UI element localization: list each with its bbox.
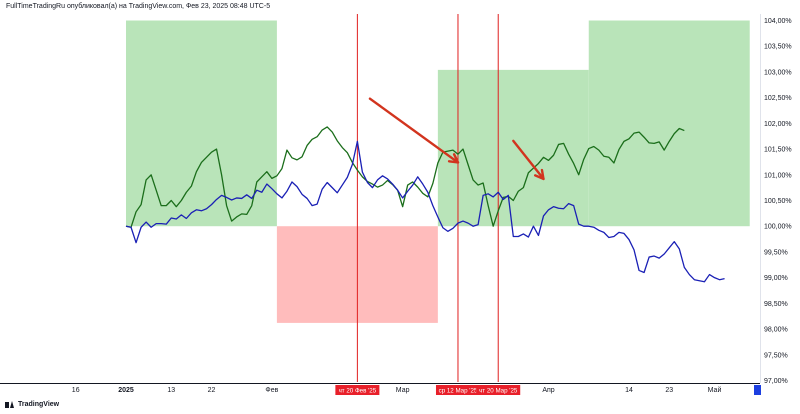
series-layer (125, 126, 725, 283)
y-tick-label: 97,00% (764, 378, 788, 385)
date-badge-1[interactable]: ср 12 Мар '25 (435, 385, 480, 395)
date-badge-2[interactable]: чт 20 Мар '25 (476, 385, 521, 395)
y-tick-label: 98,50% (764, 301, 788, 308)
x-tick-label: 14 (625, 387, 633, 394)
date-badge-label: чт 20 Мар '25 (479, 388, 518, 395)
y-tick-label: 100,50% (764, 198, 792, 205)
y-tick-label: 103,50% (764, 44, 792, 51)
x-axis[interactable]: 16 2025 13 22 Фев Мар Апр 14 23 Май чт 20 Фев '25 с… (0, 383, 761, 396)
date-badge-label: ср 12 Мар '25 (439, 388, 478, 395)
zone-green-3 (588, 20, 750, 227)
x-tick-label: 2025 (118, 387, 134, 394)
zones-layer (126, 20, 750, 323)
y-tick-label: 97,50% (764, 352, 788, 359)
tradingview-brand-text: TradingView (18, 401, 60, 408)
date-badge-0[interactable]: чт 20 Фев '25 (335, 385, 380, 395)
x-tick-label: Апр (542, 387, 554, 394)
current-bar-marker (754, 385, 761, 395)
x-tick-label: 16 (72, 387, 80, 394)
chart-header-title: FullTimeTradingRu опубликовал(а) на Trad… (6, 3, 271, 10)
red-arrow-1[interactable] (512, 139, 545, 181)
x-tick-label: 23 (665, 387, 673, 394)
y-tick-label: 103,00% (764, 69, 792, 76)
x-tick-label: 13 (167, 387, 175, 394)
zone-green-0 (126, 20, 277, 227)
x-tick-label: Май (708, 386, 722, 394)
green-series-line[interactable] (125, 126, 685, 228)
tradingview-logo-icon (5, 401, 15, 408)
x-tick-label: 22 (208, 387, 216, 394)
y-tick-label: 101,50% (764, 147, 792, 154)
arrows-layer (368, 97, 545, 181)
x-tick-label: Фев (265, 387, 278, 394)
blue-series-line[interactable] (125, 140, 725, 283)
y-tick-label: 98,00% (764, 327, 788, 334)
y-tick-label: 100,00% (764, 224, 792, 231)
y-tick-label: 99,00% (764, 275, 788, 282)
red-arrow-0[interactable] (368, 97, 460, 164)
vertical-lines-layer (356, 14, 499, 382)
y-tick-label: 102,50% (764, 95, 792, 102)
date-badge-label: чт 20 Фев '25 (339, 388, 377, 395)
y-axis-background (760, 0, 800, 396)
x-tick-label: Мар (396, 387, 410, 394)
y-tick-label: 99,50% (764, 249, 788, 256)
y-tick-label: 101,00% (764, 172, 792, 179)
tradingview-watermark: TradingView (5, 401, 59, 408)
y-axis[interactable]: 104,00% 103,50% 103,00% 102,50% 102,00% 101,5… (760, 0, 800, 396)
y-tick-label: 104,00% (764, 18, 792, 25)
y-tick-label: 102,00% (764, 121, 792, 128)
